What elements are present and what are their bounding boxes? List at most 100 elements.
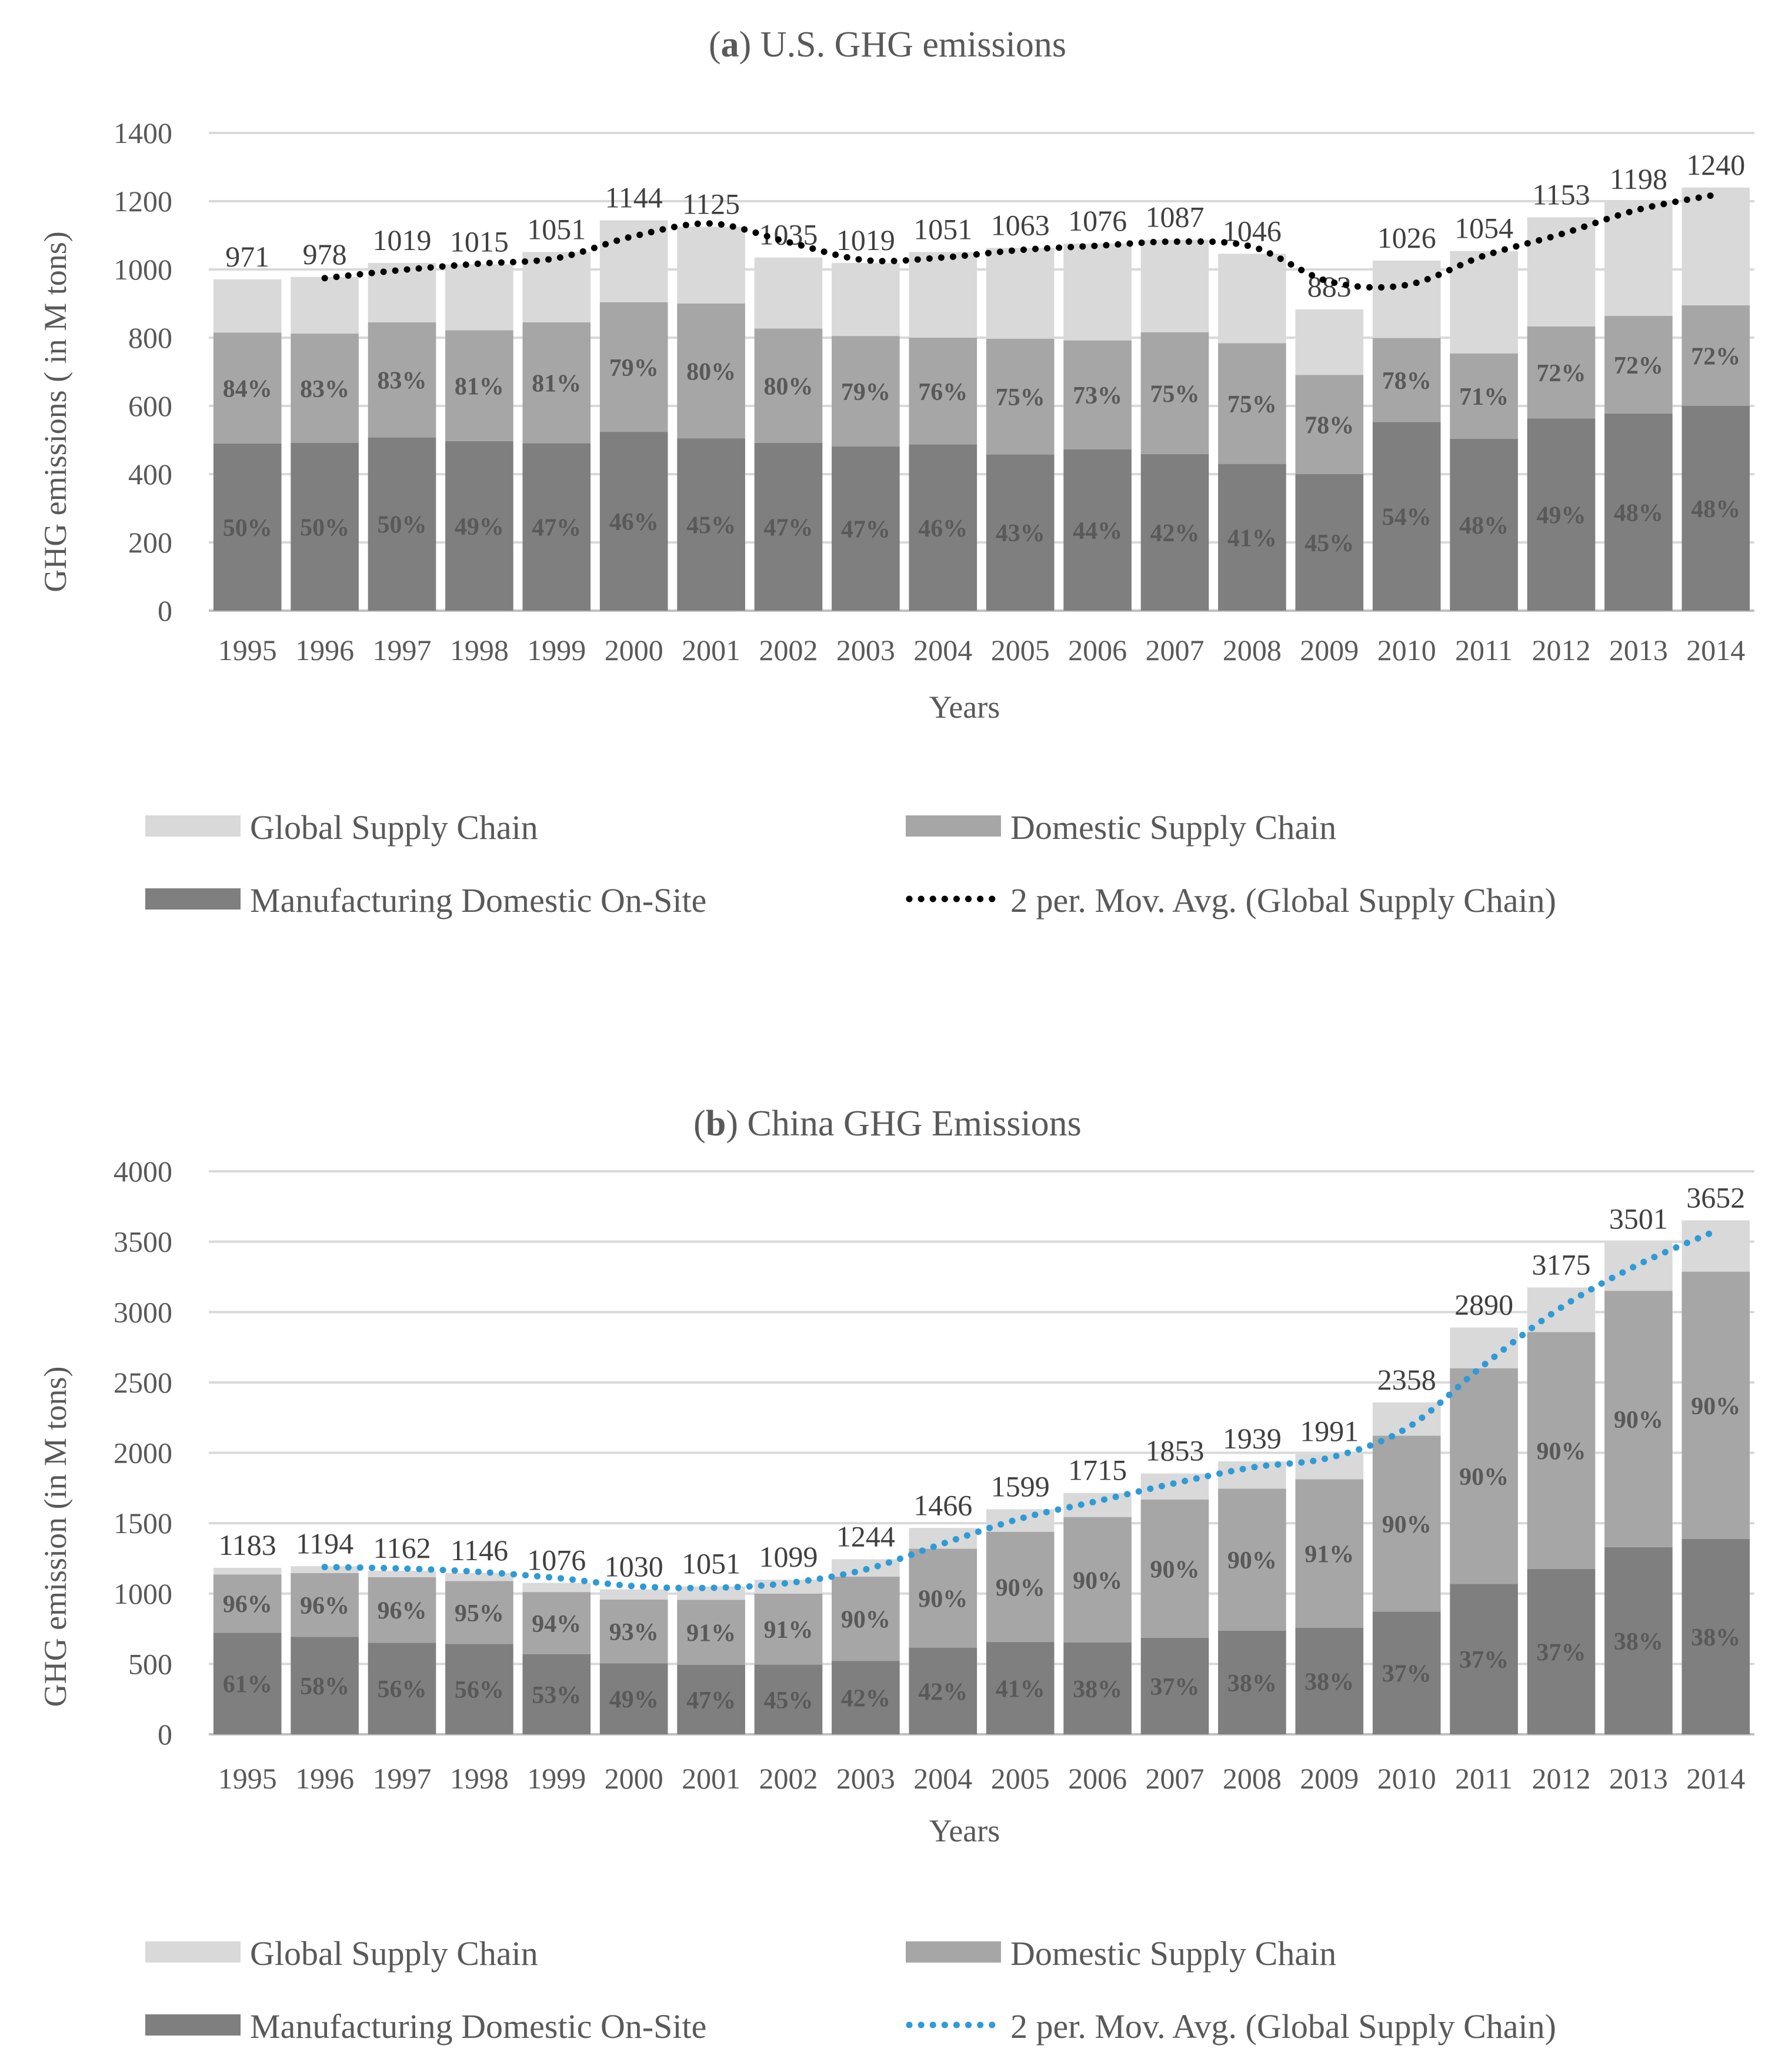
chart-b-legend-swatch	[145, 2014, 241, 2036]
chart-b-bar-global	[1063, 1493, 1132, 1517]
chart-b-bar-domestic	[1218, 1488, 1286, 1631]
chart-b-bar-global	[1604, 1241, 1673, 1291]
chart-a-pct-label-onsite: 47%	[764, 514, 813, 541]
chart-a-bar-onsite	[832, 447, 900, 611]
chart-a-pct-label-onsite: 49%	[455, 514, 504, 541]
chart-a-pct-label-domestic: 75%	[1227, 391, 1277, 418]
chart-a-total-label: 971	[225, 240, 269, 273]
chart-b-pct-label-onsite: 38%	[1691, 1624, 1740, 1651]
chart-b-bar-domestic	[754, 1593, 823, 1665]
chart-b-pct-label-domestic: 93%	[609, 1619, 659, 1646]
chart-a-pct-label-onsite: 46%	[918, 515, 967, 542]
chart-a-x-tick-label: 2014	[1686, 634, 1745, 667]
chart-a-pct-label-onsite: 42%	[1150, 520, 1200, 547]
chart-a-bar-onsite	[1295, 474, 1364, 611]
chart-b-pct-label-domestic: 95%	[455, 1600, 504, 1627]
chart-a-total-label: 978	[303, 238, 347, 271]
chart-b-x-tick-label: 1995	[218, 1762, 277, 1795]
chart-a-bar-global	[1604, 202, 1673, 316]
chart-b-bar-onsite	[1450, 1584, 1518, 1734]
chart-a-total-label: 1144	[605, 181, 663, 214]
chart-b-total-label: 3501	[1609, 1202, 1668, 1235]
chart-b-total-label: 1076	[527, 1544, 586, 1577]
chart-a-bar-domestic	[522, 322, 591, 444]
chart-a-bar-domestic	[754, 328, 823, 443]
chart-b-pct-label-onsite: 47%	[686, 1687, 736, 1714]
chart-b-bar-domestic	[909, 1548, 977, 1648]
chart-a-bar-domestic	[213, 332, 282, 444]
chart-a-bar-global	[909, 252, 977, 338]
chart-a-y-tick-label: 400	[128, 458, 172, 491]
chart-a-bar-global	[445, 264, 513, 331]
chart-a-bar-global	[677, 226, 745, 304]
chart-b-x-tick-label: 2010	[1377, 1762, 1436, 1795]
chart-a-bar-global	[754, 257, 823, 329]
chart-a-bar-onsite	[754, 442, 823, 611]
chart-b-bar-global	[754, 1580, 823, 1594]
chart-a-legend-swatch	[145, 888, 241, 910]
chart-b-pct-label-domestic: 90%	[1073, 1567, 1122, 1594]
chart-b-pct-label-onsite: 37%	[1537, 1639, 1586, 1666]
chart-a-bar-global	[213, 279, 282, 333]
chart-a-bar-domestic	[1218, 343, 1286, 464]
chart-b-pct-label-domestic: 90%	[1150, 1556, 1200, 1583]
chart-a-bar-global	[1218, 254, 1286, 344]
chart-b-y-tick-label: 0	[158, 1718, 172, 1751]
chart-a-bar-global	[599, 220, 668, 302]
chart-b-pct-label-domestic: 90%	[1382, 1511, 1432, 1538]
chart-a-bar-domestic	[1527, 326, 1596, 419]
chart-b-pct-label-onsite: 37%	[1459, 1647, 1509, 1674]
chart-a-pct-label-onsite: 41%	[1227, 525, 1277, 552]
chart-b-pct-label-onsite: 56%	[455, 1677, 504, 1704]
chart-b-bar-domestic	[1681, 1271, 1750, 1539]
chart-a-x-tick-label: 1996	[295, 634, 354, 667]
chart-a-x-tick-label: 2007	[1146, 634, 1205, 667]
chart-b-x-tick-label: 1996	[295, 1762, 354, 1795]
chart-b-y-tick-label: 1500	[114, 1507, 172, 1540]
chart-b-y-tick-label: 500	[128, 1647, 172, 1680]
chart-b-bar-onsite	[1372, 1611, 1441, 1734]
chart-b-pct-label-domestic: 90%	[1614, 1407, 1663, 1434]
chart-b-legend-label: Domestic Supply Chain	[1010, 1934, 1336, 1973]
chart-b-x-axis-label: Years	[929, 1813, 1000, 1848]
chart-a-pct-label-domestic: 73%	[1073, 382, 1122, 409]
chart-a-y-tick-label: 1000	[114, 253, 172, 286]
chart-b-moving-average-line	[321, 1227, 1719, 1591]
chart-a-bar-global	[1063, 243, 1132, 341]
chart-a-y-tick-label: 800	[128, 321, 172, 354]
chart-a-pct-label-onsite: 54%	[1382, 504, 1432, 531]
chart-a-total-label: 1063	[991, 208, 1050, 241]
chart-a-x-tick-label: 2006	[1068, 634, 1127, 667]
chart-b-y-tick-label: 2500	[114, 1366, 172, 1399]
chart-b-x-tick-label: 2002	[759, 1762, 818, 1795]
chart-a-bar-domestic	[1681, 305, 1750, 406]
chart-a-bar-onsite	[1063, 449, 1132, 611]
chart-a-moving-average-line	[321, 191, 1719, 291]
chart-a-total-label: 1153	[1532, 178, 1590, 211]
chart-b-title: (b) China GHG Emissions	[693, 1104, 1082, 1144]
chart-b-total-label: 1991	[1300, 1415, 1359, 1448]
chart-a-x-tick-label: 2001	[682, 634, 740, 667]
chart-b-legend-swatch	[145, 1941, 241, 1963]
chart-b-total-label: 1466	[913, 1488, 972, 1521]
chart-a-legend-label: 2 per. Mov. Avg. (Global Supply Chain)	[1010, 881, 1556, 920]
chart-b-total-label: 1939	[1223, 1422, 1282, 1455]
chart-a-pct-label-onsite: 47%	[841, 517, 890, 544]
chart-a-bar-global	[1140, 239, 1209, 332]
chart-a-x-tick-label: 1999	[527, 634, 586, 667]
chart-b-x-tick-label: 2001	[682, 1762, 740, 1795]
chart-a-pct-label-domestic: 76%	[918, 379, 967, 406]
chart-b-bar-onsite	[1604, 1547, 1673, 1734]
chart-b-pct-label-onsite: 37%	[1382, 1661, 1432, 1688]
chart-b-bar-domestic	[522, 1592, 591, 1654]
chart-a-pct-label-domestic: 72%	[1614, 352, 1663, 379]
chart-a-bar-domestic	[445, 330, 513, 441]
chart-a-pct-label-domestic: 71%	[1459, 384, 1509, 411]
chart-a-x-tick-label: 1998	[450, 634, 509, 667]
chart-b-pct-label-onsite: 37%	[1150, 1674, 1200, 1701]
chart-a-pct-label-domestic: 81%	[532, 371, 581, 398]
chart-b-total-label: 1030	[605, 1550, 663, 1583]
chart-a-total-label: 1087	[1146, 201, 1205, 234]
chart-b-bar-global	[1681, 1220, 1750, 1272]
chart-a-x-tick-label: 2013	[1609, 634, 1668, 667]
